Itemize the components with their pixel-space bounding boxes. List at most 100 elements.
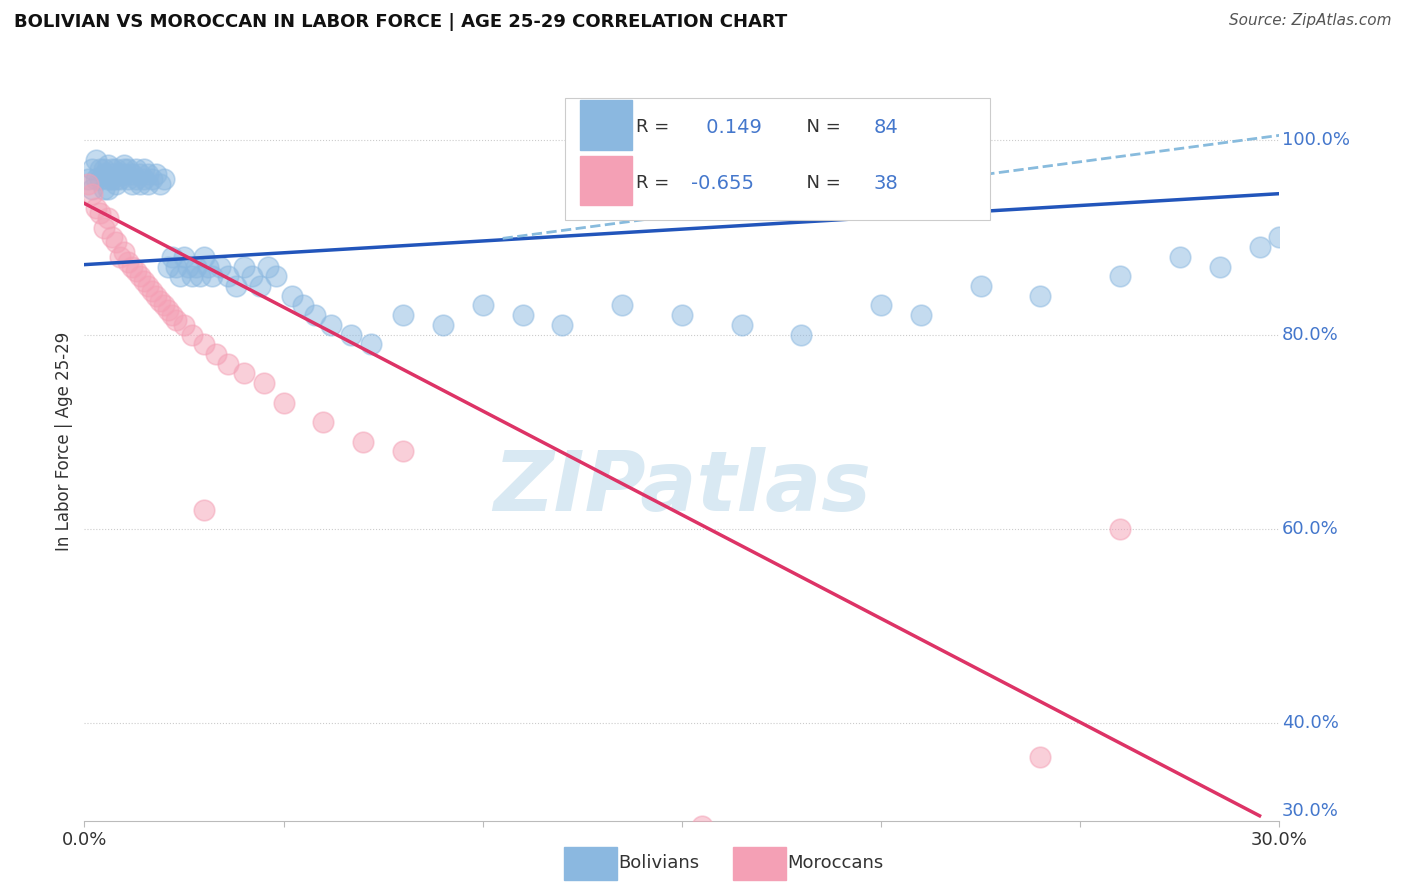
Point bbox=[153, 298, 176, 312]
Point bbox=[136, 167, 159, 181]
Text: -0.655: -0.655 bbox=[692, 174, 755, 193]
Point bbox=[790, 327, 813, 342]
Point bbox=[1249, 240, 1271, 254]
Point bbox=[188, 269, 211, 284]
Text: ZIPatlas: ZIPatlas bbox=[494, 447, 870, 527]
Point bbox=[671, 308, 693, 322]
Point bbox=[132, 274, 156, 288]
Point bbox=[86, 201, 108, 215]
Text: Source: ZipAtlas.com: Source: ZipAtlas.com bbox=[1229, 13, 1392, 29]
Point bbox=[160, 250, 183, 264]
Point bbox=[112, 162, 135, 177]
Point bbox=[93, 220, 115, 235]
Point bbox=[117, 254, 139, 268]
Point bbox=[101, 172, 124, 186]
Point bbox=[352, 434, 374, 449]
Point bbox=[125, 264, 148, 278]
Point bbox=[110, 172, 132, 186]
Point bbox=[89, 172, 111, 186]
Point bbox=[232, 367, 254, 381]
Point bbox=[551, 318, 574, 332]
Point bbox=[89, 206, 111, 220]
Point bbox=[125, 172, 148, 186]
Point bbox=[256, 260, 278, 274]
Point bbox=[112, 244, 135, 259]
Point bbox=[132, 172, 156, 186]
Point bbox=[97, 182, 120, 196]
Point bbox=[121, 260, 143, 274]
Point bbox=[360, 337, 382, 351]
Point bbox=[101, 230, 124, 244]
Point bbox=[97, 172, 120, 186]
Point bbox=[312, 415, 335, 429]
Point bbox=[870, 298, 893, 312]
Point bbox=[82, 162, 104, 177]
Point bbox=[201, 269, 224, 284]
Point bbox=[110, 167, 132, 181]
Text: Moroccans: Moroccans bbox=[787, 855, 883, 872]
Point bbox=[432, 318, 454, 332]
FancyBboxPatch shape bbox=[581, 156, 631, 205]
Point bbox=[208, 260, 231, 274]
Point bbox=[77, 177, 100, 191]
Point bbox=[101, 167, 124, 181]
Point bbox=[129, 269, 152, 284]
Point bbox=[121, 167, 143, 181]
Point bbox=[97, 157, 120, 171]
Point bbox=[512, 308, 534, 322]
Text: 0.149: 0.149 bbox=[700, 118, 762, 136]
Point bbox=[165, 313, 187, 327]
Text: 100.0%: 100.0% bbox=[1282, 131, 1350, 149]
Point bbox=[690, 818, 713, 832]
Point bbox=[82, 186, 104, 201]
Point bbox=[93, 167, 115, 181]
Point bbox=[105, 177, 128, 191]
Point bbox=[205, 347, 228, 361]
Point bbox=[1109, 522, 1132, 536]
Point bbox=[181, 269, 204, 284]
Point bbox=[173, 318, 195, 332]
Point bbox=[121, 177, 143, 191]
Point bbox=[105, 162, 128, 177]
Text: 60.0%: 60.0% bbox=[1282, 520, 1339, 538]
Point bbox=[117, 162, 139, 177]
Point bbox=[97, 211, 120, 225]
Point bbox=[193, 502, 215, 516]
Point bbox=[253, 376, 276, 391]
Point bbox=[110, 250, 132, 264]
Point bbox=[910, 308, 932, 322]
Point bbox=[264, 269, 287, 284]
Point bbox=[232, 260, 254, 274]
Point bbox=[141, 172, 163, 186]
Point bbox=[612, 298, 634, 312]
Point bbox=[193, 337, 215, 351]
Point bbox=[141, 284, 163, 298]
Point bbox=[1029, 750, 1052, 764]
Point bbox=[157, 303, 180, 318]
Point bbox=[136, 279, 159, 293]
Point bbox=[165, 260, 187, 274]
Point bbox=[145, 167, 167, 181]
Y-axis label: In Labor Force | Age 25-29: In Labor Force | Age 25-29 bbox=[55, 332, 73, 551]
FancyBboxPatch shape bbox=[565, 98, 990, 220]
Point bbox=[1268, 230, 1291, 244]
Point bbox=[217, 357, 239, 371]
FancyBboxPatch shape bbox=[581, 101, 631, 150]
Text: 40.0%: 40.0% bbox=[1282, 714, 1339, 732]
Point bbox=[77, 172, 100, 186]
Point bbox=[184, 260, 207, 274]
Point bbox=[392, 444, 415, 458]
Point bbox=[181, 327, 204, 342]
Text: 38: 38 bbox=[873, 174, 898, 193]
Point bbox=[82, 182, 104, 196]
Point bbox=[177, 260, 200, 274]
Point bbox=[149, 293, 172, 308]
Point bbox=[136, 177, 159, 191]
Point bbox=[240, 269, 263, 284]
Text: N =: N = bbox=[796, 118, 846, 136]
Point bbox=[193, 250, 215, 264]
Point bbox=[169, 269, 191, 284]
Text: N =: N = bbox=[796, 174, 846, 192]
Point bbox=[129, 177, 152, 191]
Text: 84: 84 bbox=[873, 118, 898, 136]
